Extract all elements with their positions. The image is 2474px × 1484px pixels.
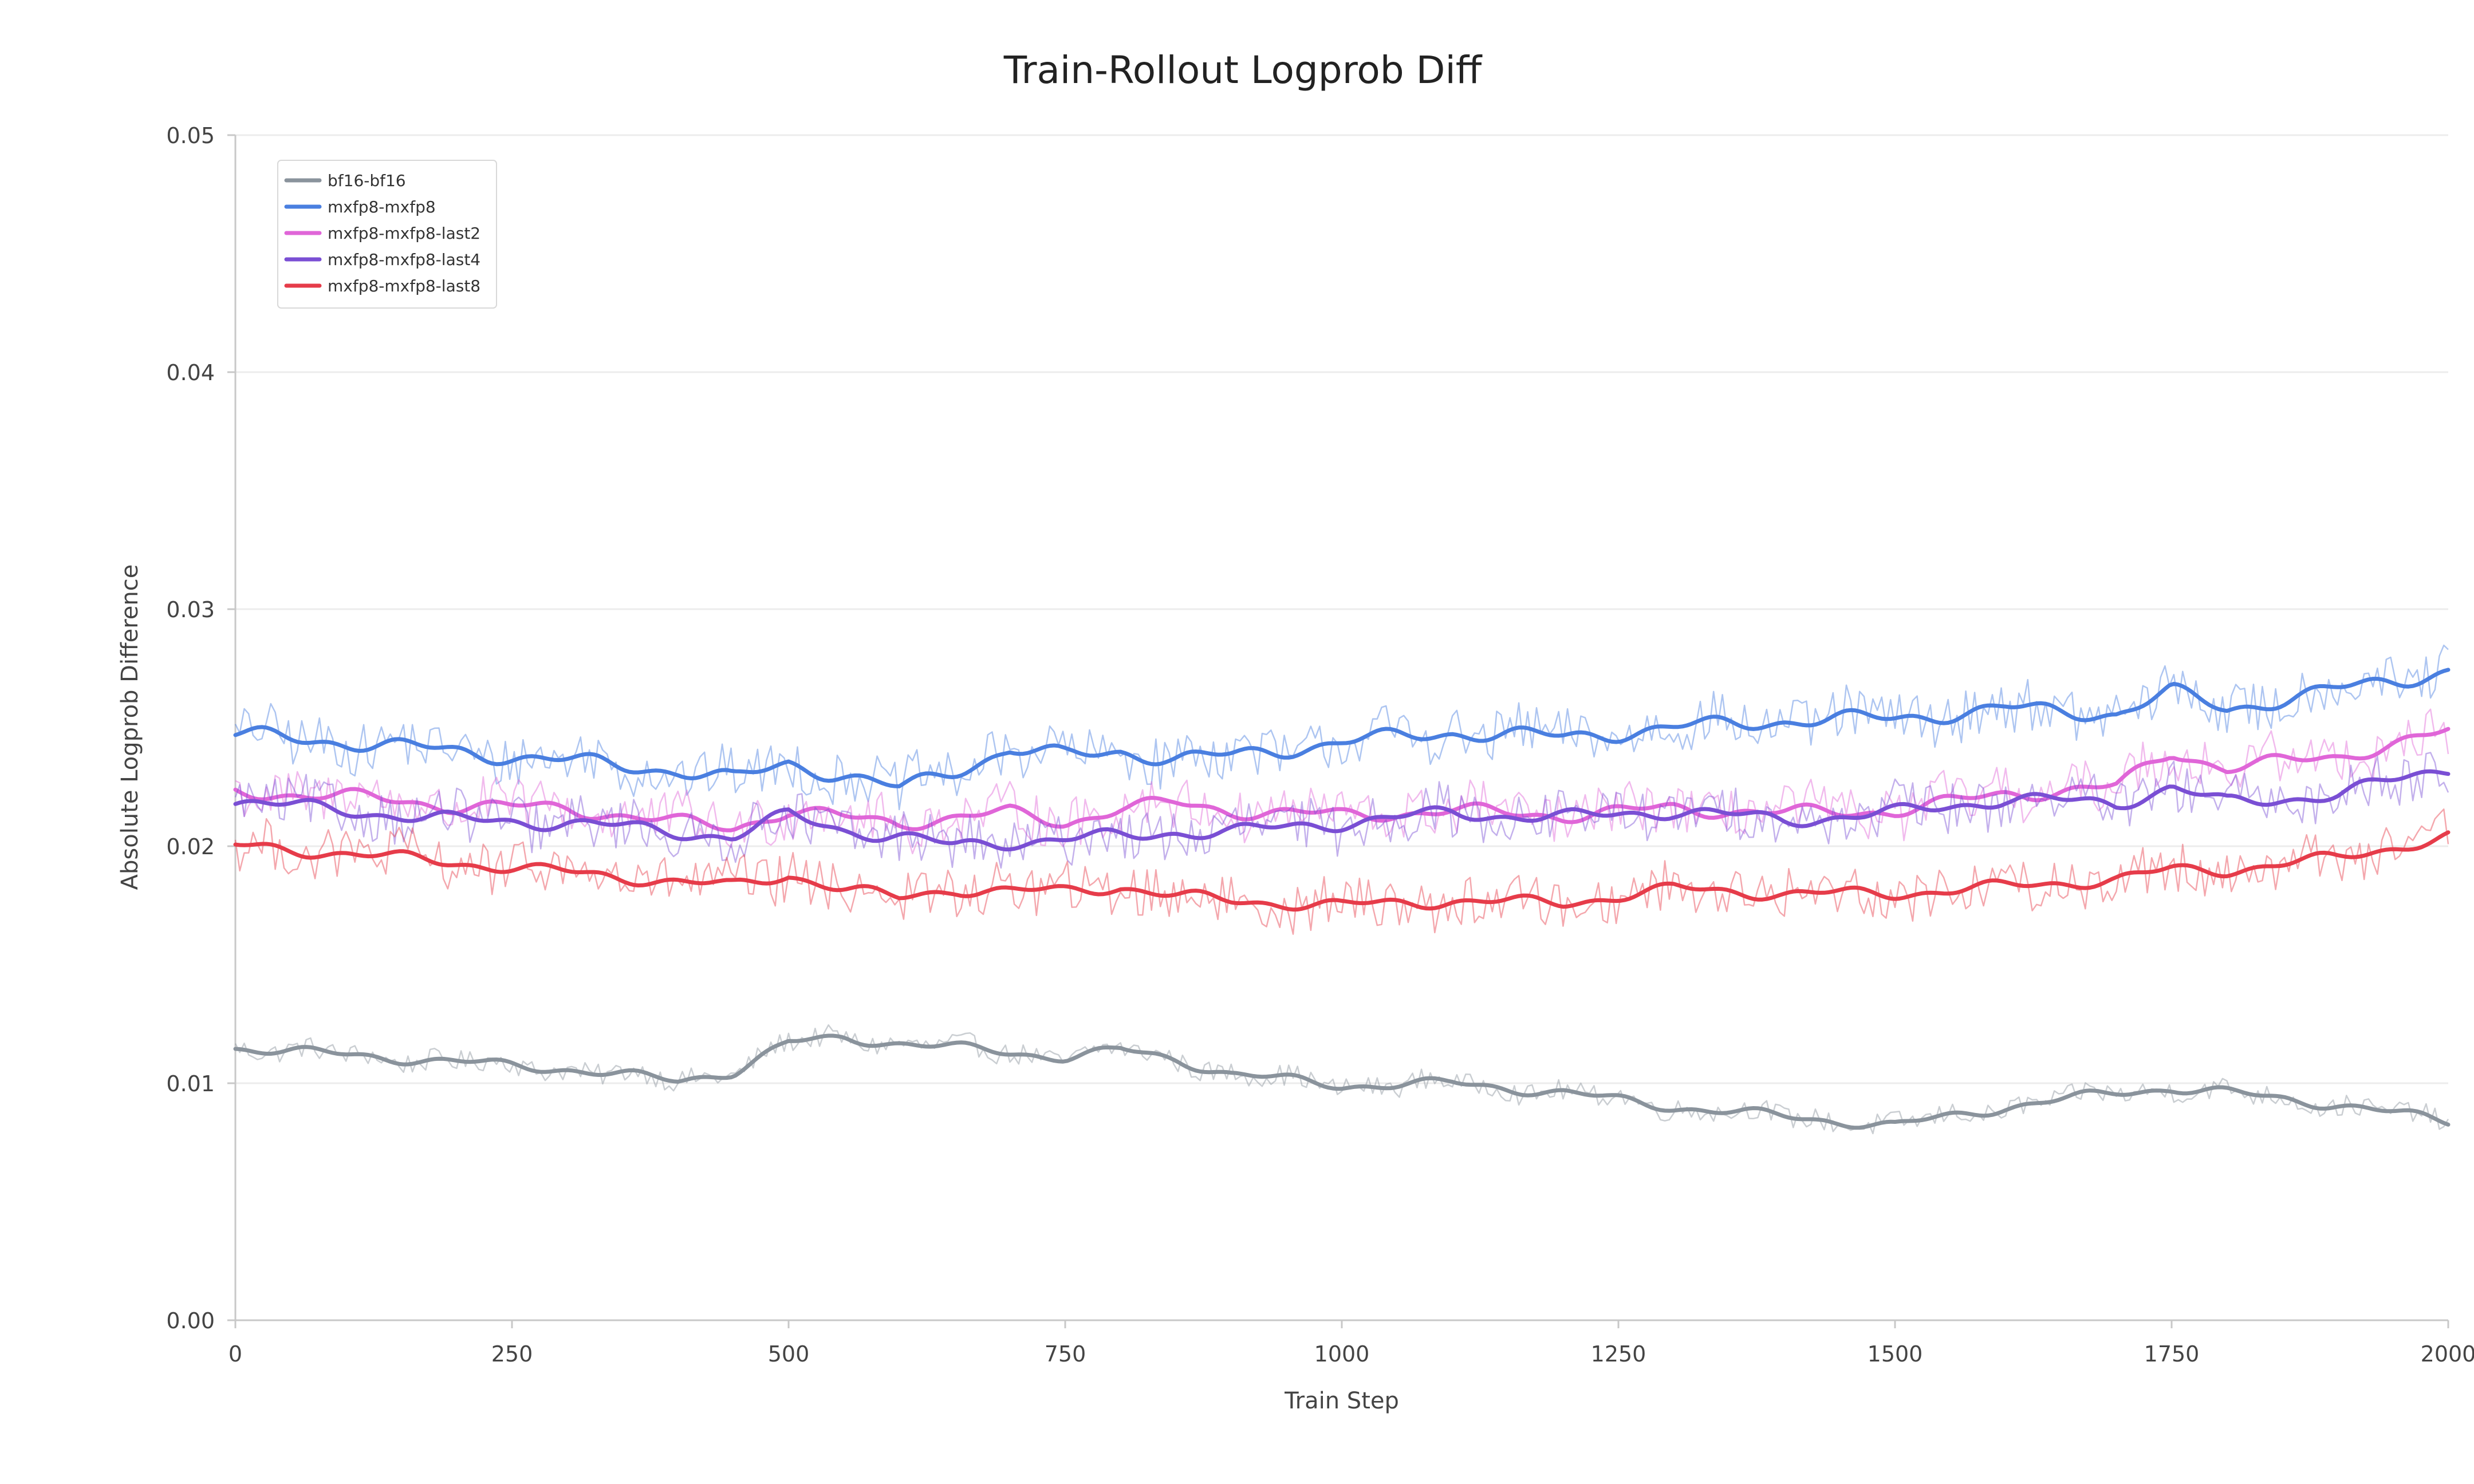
x-tick-label: 1250 — [1591, 1341, 1646, 1367]
y-tick-label: 0.01 — [166, 1071, 215, 1096]
series-line — [233, 1033, 2451, 1130]
y-axis-label: Absolute Logprob Difference — [117, 565, 143, 890]
series-line — [233, 830, 2451, 912]
series-layer — [233, 644, 2451, 1135]
y-ticks: 0.00 0.01 0.02 0.03 0.04 0.05 — [166, 123, 235, 1333]
series-raw-line — [234, 1024, 2449, 1135]
x-tick-label: 0 — [229, 1341, 242, 1367]
x-tick-label: 500 — [768, 1341, 810, 1367]
legend-label: mxfp8-mxfp8-last2 — [328, 224, 480, 243]
y-tick-label: 0.05 — [166, 123, 215, 148]
legend-box — [277, 160, 497, 309]
y-tick-label: 0.00 — [166, 1308, 215, 1333]
legend-label: bf16-bf16 — [328, 171, 406, 190]
x-tick-label: 250 — [491, 1341, 533, 1367]
y-tick-label: 0.03 — [166, 597, 215, 622]
legend-label: mxfp8-mxfp8 — [328, 198, 436, 216]
x-tick-label: 1750 — [2144, 1341, 2200, 1367]
series-line — [233, 769, 2451, 852]
gridlines — [235, 134, 2448, 1084]
series-line — [233, 668, 2451, 788]
x-tick-label: 750 — [1045, 1341, 1086, 1367]
series-line — [233, 727, 2451, 832]
x-ticks: 0 250 500 750 1000 1250 1500 1750 2000 — [229, 1320, 2474, 1367]
x-tick-label: 2000 — [2421, 1341, 2474, 1367]
legend-label: mxfp8-mxfp8-last8 — [328, 277, 480, 295]
legend-label: mxfp8-mxfp8-last4 — [328, 250, 480, 269]
y-tick-label: 0.04 — [166, 360, 215, 385]
x-tick-label: 1500 — [1868, 1341, 1923, 1367]
legend: bf16-bf16 mxfp8-mxfp8 mxfp8-mxfp8-last2 mxf… — [277, 160, 497, 309]
x-axis-label: Train Step — [1284, 1388, 1399, 1414]
series-raw-line — [234, 808, 2449, 935]
y-tick-label: 0.02 — [166, 834, 215, 859]
x-tick-label: 1000 — [1314, 1341, 1370, 1367]
chart-title: Train-Rollout Logprob Diff — [1003, 48, 1483, 92]
series-raw-line — [234, 752, 2449, 869]
